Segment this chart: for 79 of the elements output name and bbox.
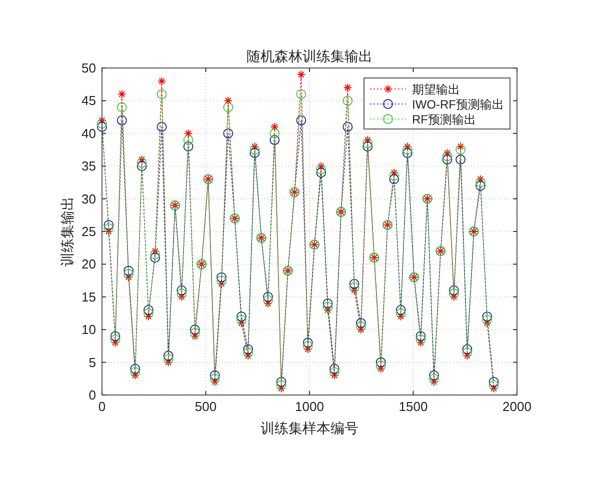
point	[476, 178, 486, 188]
point	[97, 118, 107, 129]
legend-label: RF预测输出	[412, 112, 476, 126]
y-tick-label: 20	[82, 256, 96, 272]
point	[488, 380, 499, 390]
point	[482, 314, 492, 325]
y-tick-label: 15	[82, 289, 96, 304]
point	[236, 312, 246, 322]
point	[150, 249, 160, 260]
point	[376, 360, 386, 371]
y-tick-label: 30	[82, 191, 96, 206]
point	[302, 341, 313, 351]
point	[136, 158, 147, 168]
point	[402, 144, 412, 155]
point	[223, 128, 234, 138]
y-tick-label: 50	[82, 60, 96, 76]
point	[389, 170, 400, 181]
point	[296, 89, 306, 100]
y-tick-label: 35	[82, 158, 96, 174]
point	[416, 334, 426, 344]
x-axis-title: 训练集样本编号	[260, 420, 358, 436]
point	[442, 151, 452, 162]
point	[183, 142, 194, 152]
point	[342, 122, 353, 132]
x-tick-label: 1500	[398, 399, 428, 414]
point	[130, 367, 140, 378]
point	[448, 288, 459, 299]
point	[456, 144, 466, 155]
x-tick-label: 0	[98, 399, 106, 414]
point	[276, 380, 286, 390]
point	[396, 305, 406, 315]
point	[190, 328, 200, 338]
point	[104, 223, 114, 234]
point	[243, 348, 254, 358]
point	[316, 164, 326, 174]
y-tick-label: 0	[88, 388, 96, 402]
point	[482, 312, 492, 322]
point	[216, 276, 226, 286]
point	[163, 354, 174, 364]
point	[156, 122, 167, 132]
point	[362, 142, 373, 152]
y-tick-label: 5	[88, 354, 96, 370]
y-tick-label: 40	[82, 126, 96, 141]
point	[396, 308, 406, 318]
point	[402, 148, 412, 158]
point	[429, 374, 439, 384]
x-tick-label: 500	[194, 399, 217, 414]
point	[250, 144, 260, 155]
chart-title: 随机森林训练集输出	[246, 48, 372, 64]
point	[462, 348, 472, 358]
point	[263, 295, 273, 306]
point	[362, 138, 373, 148]
x-tick-label: 2000	[502, 399, 532, 414]
legend-label: IWO-RF预测输出	[412, 98, 504, 112]
point	[322, 302, 333, 312]
y-tick-label: 45	[82, 93, 96, 108]
point	[236, 314, 246, 325]
legend-label: 期望输出	[412, 82, 460, 96]
point	[329, 367, 340, 378]
point	[296, 115, 306, 126]
y-axis-title: 训练集输出	[59, 196, 75, 266]
point	[342, 96, 353, 106]
point	[116, 102, 127, 112]
point	[144, 308, 154, 318]
point	[156, 89, 167, 100]
y-tick-label: 10	[82, 322, 96, 338]
point	[349, 282, 360, 292]
point	[456, 154, 466, 165]
point	[124, 269, 134, 279]
point	[116, 115, 127, 126]
point	[356, 321, 366, 332]
point	[210, 374, 220, 384]
y-tick-label: 25	[82, 224, 96, 239]
x-tick-label: 1000	[295, 399, 324, 414]
point	[110, 334, 120, 344]
point	[270, 134, 280, 145]
point	[250, 148, 260, 158]
point	[144, 305, 154, 315]
point	[176, 288, 187, 299]
